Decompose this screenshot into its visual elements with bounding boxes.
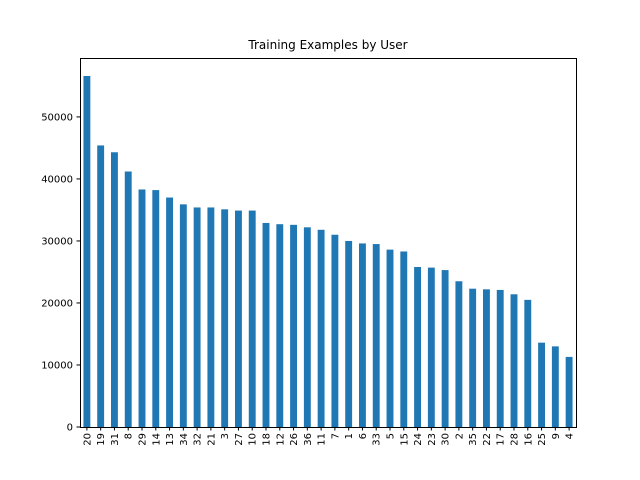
x-tick-label: 29 — [138, 433, 149, 446]
bar-user-25 — [538, 342, 545, 427]
bar-user-5 — [386, 249, 394, 427]
bar-user-2 — [455, 281, 463, 427]
bar-user-6 — [359, 243, 366, 427]
plot-frame — [80, 58, 577, 428]
x-tick-label: 15 — [399, 433, 410, 446]
bar-user-19 — [97, 145, 105, 427]
bars-group — [83, 75, 573, 428]
y-tick-label: 20000 — [41, 298, 73, 309]
x-tick-label: 8 — [124, 433, 135, 439]
bar-user-1 — [345, 240, 353, 427]
x-tick-label: 5 — [386, 433, 397, 439]
x-tick-label: 21 — [206, 433, 217, 446]
x-tick-label: 16 — [523, 433, 534, 446]
bar-user-36 — [303, 227, 311, 427]
x-tick-label: 30 — [441, 433, 452, 446]
x-tick-label: 28 — [510, 433, 521, 446]
x-tick-label: 32 — [193, 433, 204, 446]
bar-user-16 — [524, 299, 532, 427]
x-tick-label: 33 — [372, 433, 383, 446]
x-tick-label: 14 — [151, 433, 162, 446]
bar-user-15 — [400, 251, 408, 427]
bar-user-20 — [83, 75, 91, 428]
x-tick-label: 7 — [330, 433, 341, 439]
bar-user-4 — [565, 356, 573, 427]
bar-user-8 — [124, 171, 132, 427]
x-tick-label: 13 — [165, 433, 176, 446]
y-axis: 0 10000 20000 30000 40000 50000 — [41, 112, 80, 434]
x-tick-label: 35 — [468, 433, 479, 446]
x-tick-label: 23 — [427, 433, 438, 446]
bar-user-9 — [551, 346, 559, 427]
bar-user-23 — [427, 267, 435, 427]
x-tick-label: 6 — [358, 433, 369, 439]
bar-user-18 — [262, 222, 270, 427]
bar-user-26 — [290, 224, 297, 427]
x-tick-label: 9 — [551, 433, 562, 439]
x-tick-label: 27 — [234, 433, 245, 446]
x-tick-label: 2 — [454, 433, 465, 439]
x-tick-label: 31 — [110, 433, 121, 446]
x-tick-label: 1 — [344, 433, 355, 439]
x-axis: 20 19 31 8 29 14 13 34 32 21 3 27 10 18 12 26 36 11 7 1 6 33 5… — [82, 427, 576, 446]
bar-user-12 — [276, 224, 284, 427]
bar-user-14 — [152, 190, 160, 427]
bar-user-32 — [193, 207, 201, 427]
bar-user-28 — [510, 294, 518, 427]
bar-user-13 — [166, 197, 173, 427]
y-tick-label: 30000 — [41, 236, 73, 247]
bar-user-31 — [111, 152, 118, 427]
x-tick-label: 3 — [220, 433, 231, 439]
bar-user-29 — [138, 189, 146, 427]
bar-user-24 — [414, 266, 421, 427]
x-tick-label: 10 — [248, 433, 259, 446]
chart-title: Training Examples by User — [247, 38, 407, 52]
y-tick-label: 40000 — [41, 174, 73, 185]
bar-user-10 — [248, 210, 256, 427]
x-tick-label: 19 — [96, 433, 107, 446]
y-tick-label: 50000 — [41, 112, 73, 123]
x-tick-label: 17 — [496, 433, 507, 446]
x-tick-label: 20 — [82, 433, 93, 446]
bar-user-30 — [441, 270, 449, 427]
x-tick-label: 26 — [289, 433, 300, 446]
x-tick-label: 25 — [537, 433, 548, 446]
bar-user-21 — [207, 207, 215, 427]
bar-user-35 — [469, 288, 477, 427]
x-tick-label: 12 — [275, 433, 286, 446]
x-tick-label: 18 — [262, 433, 273, 446]
x-tick-label: 34 — [179, 433, 190, 446]
x-tick-label: 4 — [565, 433, 576, 439]
bar-user-17 — [496, 289, 504, 427]
bar-user-33 — [372, 244, 380, 427]
y-tick-label: 0 — [67, 423, 73, 434]
y-tick-label: 10000 — [41, 360, 73, 371]
bar-user-11 — [317, 229, 325, 427]
bar-user-22 — [483, 289, 490, 427]
bar-user-3 — [221, 209, 229, 427]
bar-user-27 — [235, 210, 242, 427]
bar-user-7 — [331, 234, 339, 427]
x-tick-label: 24 — [413, 433, 424, 446]
x-tick-label: 36 — [303, 433, 314, 446]
x-tick-label: 11 — [317, 433, 328, 446]
bar-user-34 — [179, 204, 187, 427]
x-tick-label: 22 — [482, 433, 493, 446]
